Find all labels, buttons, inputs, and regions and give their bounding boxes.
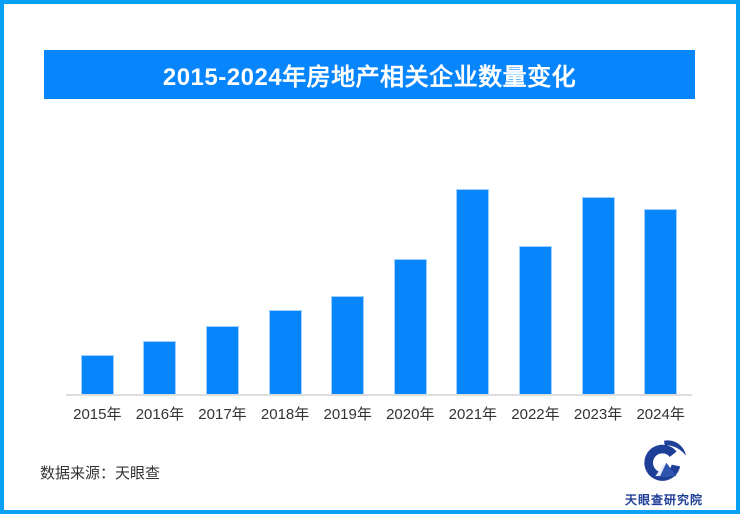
bar [205, 326, 239, 394]
x-axis-label: 2016年 [135, 406, 185, 423]
x-axis-label: 2017年 [198, 406, 247, 423]
bar [331, 296, 365, 394]
bar-column [316, 150, 379, 394]
bar-chart: 2015年 2016年 2017年 2018年 2019年 2020年 2021年 2022年… [66, 150, 692, 424]
bar-column [129, 150, 192, 394]
tianyancha-eye-icon [640, 440, 690, 489]
bar-column [254, 150, 317, 394]
bar [80, 355, 114, 394]
bar [268, 310, 302, 394]
bar-column [442, 150, 505, 394]
bar [393, 259, 427, 394]
x-axis-label: 2019年 [323, 406, 372, 423]
bar [518, 246, 552, 394]
x-axis-label: 2022年 [511, 406, 560, 423]
bar-column [379, 150, 442, 394]
bar [456, 189, 490, 394]
chart-title-banner: 2015-2024年房地产相关企业数量变化 [44, 50, 695, 99]
bar [581, 197, 615, 394]
x-axis-label: 2023年 [573, 406, 623, 423]
bar-column [66, 150, 129, 394]
tianyancha-logo-text: 天眼查研究院 [624, 493, 703, 507]
bar-column [629, 150, 692, 394]
x-axis-label: 2018年 [260, 406, 310, 423]
x-axis: 2015年 2016年 2017年 2018年 2019年 2020年 2021年 2022年… [66, 403, 692, 424]
x-axis-label: 2024年 [636, 406, 685, 423]
bar [644, 209, 678, 394]
bar [143, 341, 177, 394]
x-axis-label: 2015年 [73, 406, 122, 423]
tianyancha-logo: 天眼查研究院 [618, 440, 710, 508]
plot-area [66, 150, 692, 396]
bar-column [191, 150, 254, 394]
data-source-label: 数据来源：天眼查 [40, 465, 161, 482]
bar-column [567, 150, 630, 394]
bar-column [504, 150, 567, 394]
x-axis-label: 2021年 [448, 406, 498, 423]
chart-title: 2015-2024年房地产相关企业数量变化 [162, 64, 577, 91]
x-axis-label: 2020年 [386, 406, 435, 423]
